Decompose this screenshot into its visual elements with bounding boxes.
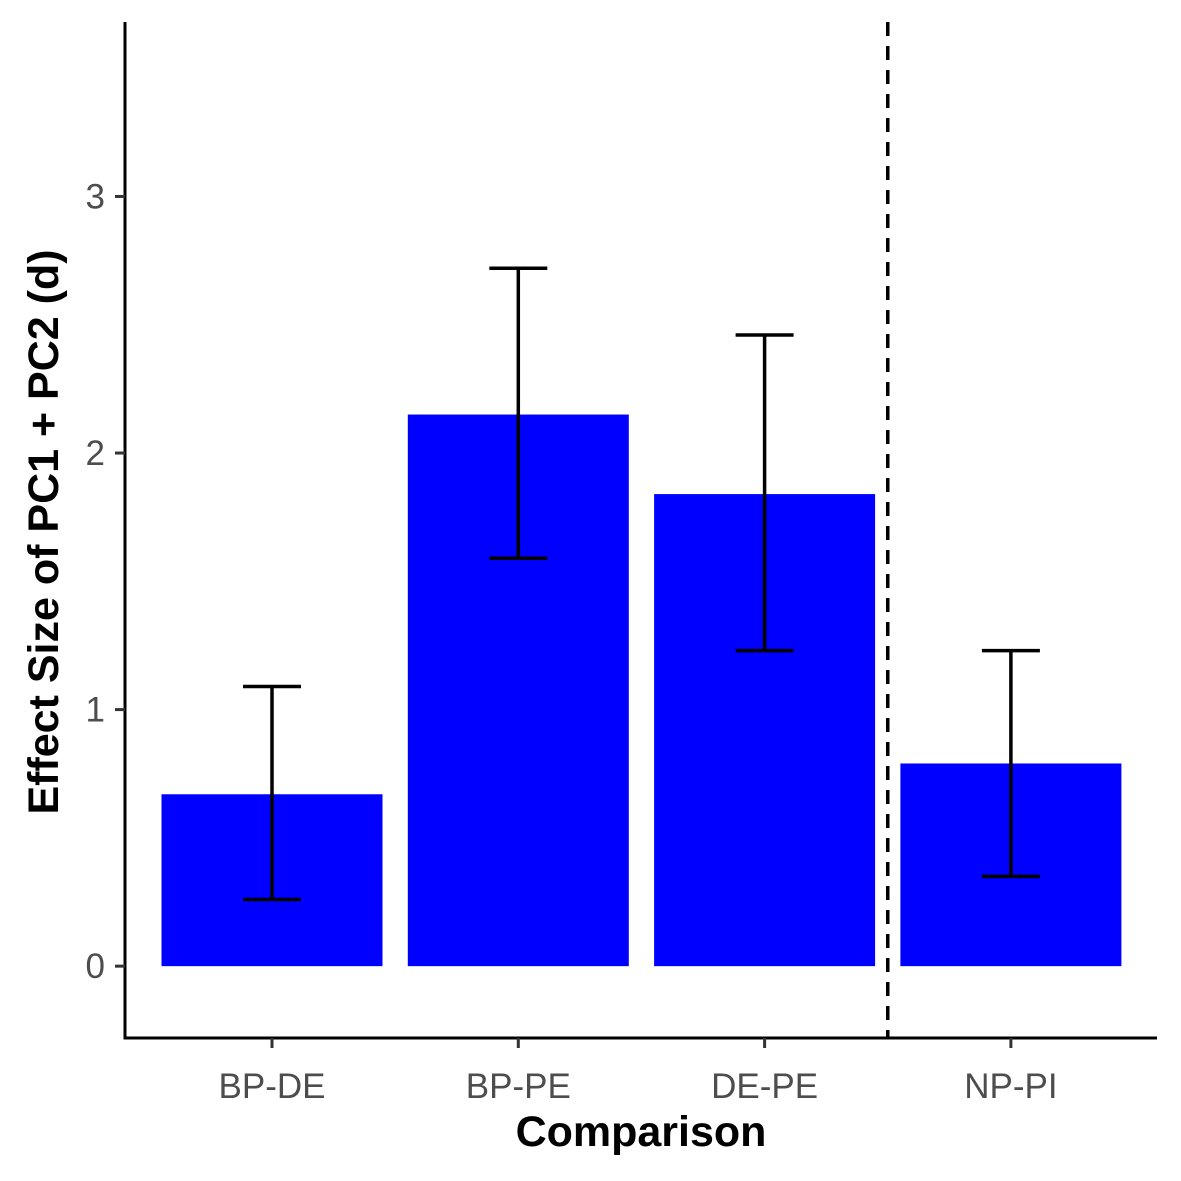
error-bars-layer xyxy=(243,266,1040,902)
x-axis-title: Comparison xyxy=(516,1108,767,1156)
x-tick-label: BP-PE xyxy=(466,1067,571,1106)
x-axis-ticks: BP-DE BP-PE DE-PE NP-PI xyxy=(219,1038,1058,1106)
y-tick-label: 0 xyxy=(86,947,105,986)
y-axis-ticks: 0 1 2 3 xyxy=(86,177,125,986)
bars-layer xyxy=(161,414,1122,967)
y-axis-title: Effect Size of PC1 + PC2 (d) xyxy=(20,249,68,814)
x-tick-label: NP-PI xyxy=(964,1067,1057,1106)
y-tick-label: 3 xyxy=(86,177,105,216)
y-tick-label: 2 xyxy=(86,434,105,473)
x-tick-label: DE-PE xyxy=(711,1067,818,1106)
x-tick-label: BP-DE xyxy=(219,1067,326,1106)
y-tick-label: 1 xyxy=(86,691,105,730)
